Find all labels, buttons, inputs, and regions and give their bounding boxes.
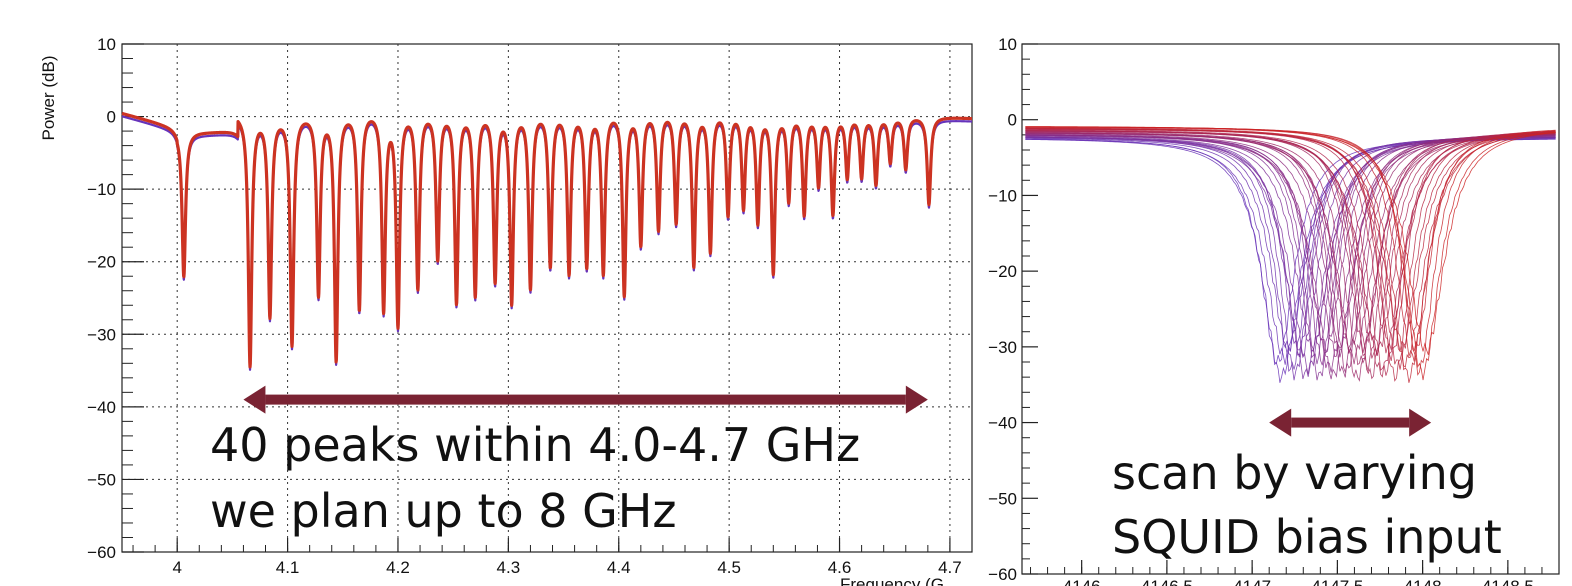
right-y-tick-label: −60 xyxy=(988,565,1017,584)
left-x-tick-label: 4 xyxy=(172,558,181,577)
left-y-axis-title: Power (dB) xyxy=(39,55,58,140)
left-y-tick-label: −50 xyxy=(87,470,116,489)
right-range-arrow-head-right xyxy=(1409,408,1432,437)
right-x-tick-label: 4148 xyxy=(1404,577,1442,586)
left-plot-frame xyxy=(121,43,973,553)
left-y-tick-label: −60 xyxy=(87,543,116,562)
right-sweep-curve xyxy=(1025,129,1556,376)
right-x-tick-label: 4146.5 xyxy=(1141,577,1193,586)
right-sweep-curve xyxy=(1025,130,1556,378)
left-annotation-line-2: we plan up to 8 GHz xyxy=(210,484,677,538)
left-x-tick-label: 4.2 xyxy=(386,558,410,577)
right-sweep-curve xyxy=(1025,127,1556,362)
right-annotation-line-1: scan by varying xyxy=(1112,446,1477,500)
left-y-tick-label: −30 xyxy=(87,325,116,344)
right-annotation-line-2: SQUID bias input xyxy=(1112,510,1502,564)
left-y-tick-label: 10 xyxy=(97,35,116,54)
right-sweep-curve xyxy=(1025,127,1556,368)
left-axis-ticks: 10 0 −10 −20 −30 −40 −50 −60 4 4.1 4.2 4.3 4.4 4.5 4.6… xyxy=(87,35,973,577)
left-spectrum-series xyxy=(120,111,974,369)
left-x-tick-label: 4.3 xyxy=(497,558,521,577)
left-y-tick-label: 0 xyxy=(107,108,116,127)
right-y-tick-label: −20 xyxy=(988,262,1017,281)
right-sweep-curve xyxy=(1025,127,1556,383)
right-y-tick-label: 0 xyxy=(1008,111,1017,130)
left-x-tick-label: 4.1 xyxy=(276,558,300,577)
left-annotation-line-1: 40 peaks within 4.0-4.7 GHz xyxy=(210,418,860,472)
right-y-tick-label: −30 xyxy=(988,338,1017,357)
left-x-tick-label: 4.5 xyxy=(717,558,741,577)
right-y-tick-label: −50 xyxy=(988,489,1017,508)
left-y-tick-label: −10 xyxy=(87,180,116,199)
right-sweep-curve xyxy=(1025,126,1556,356)
right-range-arrow-head-left xyxy=(1269,408,1292,437)
right-sweep-curves xyxy=(1025,126,1556,383)
left-range-arrow-head-left xyxy=(243,385,266,414)
left-x-axis-title: Frequency (G xyxy=(840,575,944,586)
left-x-tick-label: 4.7 xyxy=(938,558,962,577)
right-x-tick-label: 4148.5 xyxy=(1482,577,1534,586)
left-range-arrow-shaft xyxy=(265,394,906,405)
left-x-tick-label: 4.6 xyxy=(828,558,852,577)
left-spectrum-panel: 10 0 −10 −20 −30 −40 −50 −60 4 4.1 4.2 4.3 4.4 4.5 4.6… xyxy=(39,35,974,586)
right-axis-ticks: 10 0 −10 −20 −30 −40 −50 −60 4146 4146.5 4147 4147.… xyxy=(988,35,1543,586)
right-sweep-curve xyxy=(1025,129,1556,354)
right-sweep-panel: 10 0 −10 −20 −30 −40 −50 −60 4146 4146.5 4147 4147.… xyxy=(988,35,1560,586)
right-sweep-curve xyxy=(1025,131,1556,366)
left-y-tick-label: −40 xyxy=(87,398,116,417)
left-annotation xyxy=(243,385,928,414)
right-y-tick-label: −40 xyxy=(988,414,1017,433)
right-y-tick-label: −10 xyxy=(988,186,1017,205)
right-x-tick-label: 4147.5 xyxy=(1311,577,1363,586)
left-y-tick-label: −20 xyxy=(87,253,116,272)
right-sweep-curve xyxy=(1025,132,1556,382)
right-range-arrow-shaft xyxy=(1291,417,1410,428)
left-spectrum-curves xyxy=(120,111,974,371)
left-x-tick-label: 4.4 xyxy=(607,558,631,577)
right-annotation xyxy=(1269,408,1432,437)
right-x-tick-label: 4147 xyxy=(1233,577,1271,586)
left-range-arrow-head-right xyxy=(905,385,928,414)
right-x-tick-label: 4146 xyxy=(1063,577,1101,586)
right-y-tick-label: 10 xyxy=(998,35,1017,54)
